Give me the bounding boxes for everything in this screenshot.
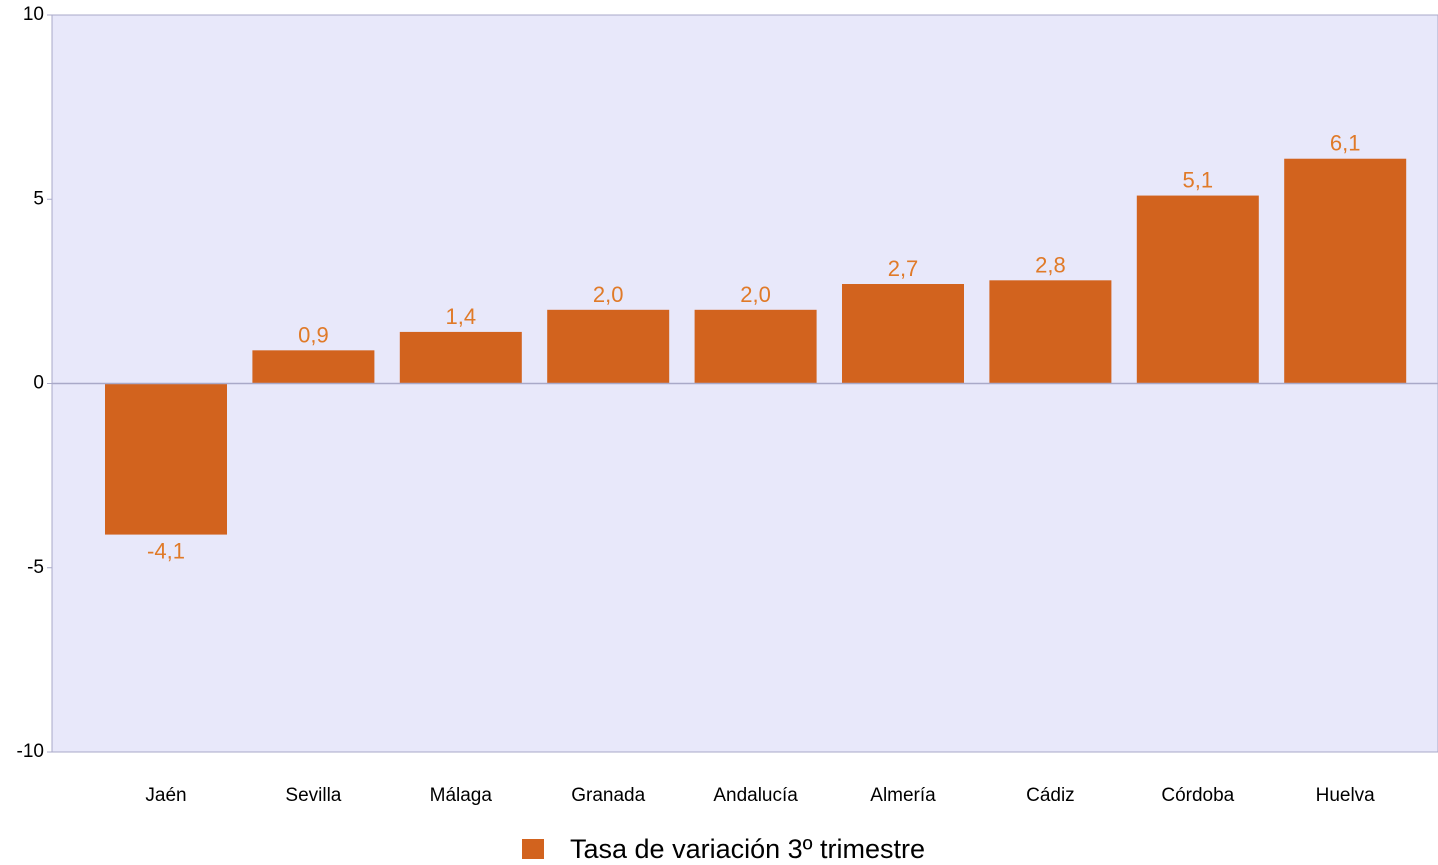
category-label: Huelva — [1316, 785, 1376, 806]
category-label: Granada — [571, 785, 645, 806]
legend: Tasa de variación 3º trimestre — [522, 833, 925, 865]
y-tick-label: 10 — [23, 4, 44, 25]
data-label: 2,0 — [593, 282, 624, 307]
data-label: 2,8 — [1035, 252, 1066, 277]
bars — [105, 158, 1407, 535]
category-label: Cádiz — [1026, 785, 1075, 806]
y-tick-label: -10 — [17, 741, 44, 762]
y-tick-label: -5 — [27, 557, 44, 578]
bar — [1284, 158, 1407, 384]
bar — [399, 331, 522, 384]
category-label: Córdoba — [1161, 785, 1234, 806]
category-label: Sevilla — [285, 785, 341, 806]
data-label: -4,1 — [147, 539, 185, 564]
y-axis-ticks: 10 5 0 -5 -10 — [17, 4, 52, 762]
data-label: 2,7 — [888, 256, 919, 281]
bar — [989, 280, 1112, 384]
legend-swatch — [522, 839, 544, 859]
category-label: Málaga — [430, 785, 493, 806]
data-label: 1,4 — [446, 304, 477, 329]
bar — [547, 309, 670, 384]
data-label: 2,0 — [740, 282, 771, 307]
category-label: Jaén — [145, 785, 186, 806]
y-tick-label: 0 — [33, 373, 44, 394]
legend-label: Tasa de variación 3º trimestre — [570, 833, 926, 864]
category-label: Andalucía — [713, 785, 798, 806]
data-label: 5,1 — [1183, 168, 1214, 193]
data-label: 6,1 — [1330, 131, 1361, 156]
data-labels: -4,1 0,9 1,4 2,0 2,0 2,7 2,8 5,1 6,1 — [147, 131, 1360, 564]
bar — [252, 350, 375, 384]
bar — [1136, 195, 1259, 384]
category-label: Almería — [870, 785, 936, 806]
x-axis-category-labels: Jaén Sevilla Málaga Granada Andalucía Almería… — [145, 785, 1375, 806]
data-label: 0,9 — [298, 322, 329, 347]
bar — [842, 284, 964, 384]
bar — [694, 309, 817, 384]
bar — [105, 383, 227, 535]
y-tick-label: 5 — [33, 188, 44, 209]
